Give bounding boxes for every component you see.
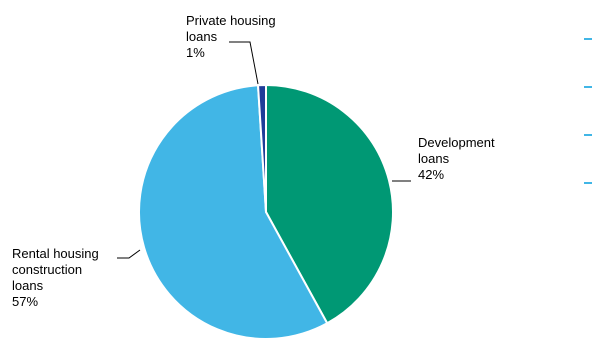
- slice-label-line: loans: [418, 151, 450, 166]
- slice-value-label: 1%: [186, 45, 205, 60]
- slice-label-line: Private housing: [186, 13, 276, 28]
- slice-label-line: Rental housing: [12, 246, 99, 261]
- slice-value-label: 42%: [418, 167, 444, 182]
- slice-labels: Development loans 42%Rental housing constru…: [12, 13, 495, 309]
- slice-label-rental-housing-construction-loans: Rental housing construction loans 57%: [12, 246, 99, 309]
- leader-line-rental-housing-construction-loans: [117, 249, 141, 259]
- slice-label-development-loans: Development loans 42%: [418, 135, 495, 182]
- legend: [584, 38, 592, 184]
- slice-label-line: Development: [418, 135, 495, 150]
- pie-slice-rental-housing-construction-loans: [138, 84, 329, 340]
- pie-slices: [138, 84, 394, 340]
- pie-slice-development-loans: [265, 84, 394, 325]
- pie-slice-private-housing-loans: [257, 84, 267, 213]
- slice-label-line: loans: [12, 278, 44, 293]
- leader-line-private-housing-loans: [229, 41, 259, 85]
- slice-label-line: loans: [186, 29, 218, 44]
- slice-label-private-housing-loans: Private housing loans 1%: [186, 13, 276, 60]
- slice-value-label: 57%: [12, 294, 38, 309]
- slice-label-line: construction: [12, 262, 82, 277]
- leader-lines: [117, 41, 411, 259]
